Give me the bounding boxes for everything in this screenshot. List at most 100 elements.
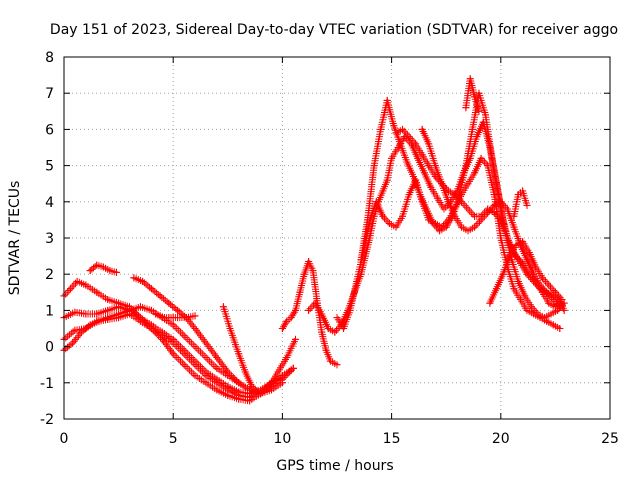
data-point	[165, 299, 173, 307]
data-point	[556, 303, 564, 311]
data-point	[136, 303, 144, 311]
data-point	[399, 125, 407, 133]
data-point	[147, 325, 155, 332]
data-point	[506, 252, 514, 260]
data-point	[86, 267, 94, 275]
data-point	[462, 162, 470, 170]
data-point	[305, 306, 313, 314]
data-point	[333, 314, 341, 322]
data-point	[86, 321, 94, 329]
data-point	[372, 198, 380, 206]
data-point	[300, 270, 308, 278]
data-point	[392, 129, 400, 137]
data-point	[457, 223, 465, 231]
data-point	[318, 328, 326, 336]
data-point	[451, 191, 459, 199]
data-point	[226, 325, 234, 332]
data-point	[274, 368, 282, 376]
data-point	[136, 317, 144, 325]
data-point	[540, 314, 548, 322]
data-point	[490, 209, 498, 217]
y-tick-label: 3	[45, 231, 54, 247]
data-point	[370, 162, 378, 170]
data-point	[486, 299, 494, 307]
data-point	[412, 140, 420, 148]
data-point	[497, 234, 505, 242]
data-point	[554, 306, 562, 314]
data-point	[104, 296, 112, 304]
x-axis-label: GPS time / hours	[276, 458, 393, 474]
data-point	[346, 306, 354, 314]
y-tick-label: 7	[45, 86, 54, 102]
data-point	[224, 386, 232, 394]
data-point	[191, 343, 199, 351]
data-point	[364, 216, 372, 224]
tick-labels: 0 5 10 15 20 25 -2 -1 0 1 2 3 4 5 6 7 8	[40, 50, 619, 447]
data-point	[191, 372, 199, 380]
x-tick-label: 20	[492, 431, 510, 447]
data-point	[405, 191, 413, 199]
data-point	[156, 292, 164, 300]
data-point	[390, 122, 398, 130]
data-point	[477, 154, 485, 162]
data-point	[379, 212, 387, 220]
data-point	[93, 261, 101, 269]
data-point	[278, 325, 286, 332]
data-point	[267, 386, 275, 394]
data-point	[527, 303, 535, 311]
data-point	[416, 191, 424, 199]
data-point	[283, 353, 291, 361]
data-point	[180, 350, 188, 358]
data-point	[519, 187, 527, 195]
data-point	[425, 162, 433, 170]
data-point	[427, 183, 435, 191]
y-tick-label: 2	[45, 267, 54, 283]
data-point	[326, 357, 334, 365]
data-point	[169, 321, 177, 329]
data-point	[265, 382, 273, 390]
data-point	[241, 368, 249, 376]
data-point	[331, 328, 339, 336]
data-point	[278, 373, 286, 381]
data-point	[514, 277, 522, 285]
data-point	[289, 364, 297, 372]
data-point	[409, 172, 417, 180]
x-tick-label: 10	[273, 431, 291, 447]
data-point	[202, 372, 210, 380]
data-point	[296, 288, 304, 296]
data-point	[383, 96, 391, 104]
data-point	[235, 379, 243, 387]
data-point	[543, 288, 551, 296]
data-point	[440, 205, 448, 213]
data-point	[547, 310, 555, 318]
data-point	[534, 310, 542, 318]
data-point	[399, 212, 407, 220]
y-tick-label: 0	[45, 340, 54, 356]
series-trace-5	[86, 261, 120, 276]
data-point	[235, 350, 243, 358]
data-point	[545, 281, 553, 289]
data-point	[182, 314, 190, 322]
data-point	[112, 268, 120, 276]
x-tick-label: 25	[601, 431, 619, 447]
data-point	[525, 248, 533, 256]
data-point	[77, 328, 85, 336]
data-point	[392, 223, 400, 231]
data-point	[235, 391, 243, 399]
data-point	[551, 288, 559, 296]
data-point	[104, 315, 112, 323]
data-point	[385, 220, 393, 228]
axis-ticks	[63, 56, 611, 420]
data-point	[71, 308, 79, 316]
data-point	[420, 169, 428, 177]
data-point	[377, 125, 385, 133]
series-trace-8	[219, 303, 300, 398]
data-point	[174, 306, 182, 314]
data-point	[388, 154, 396, 162]
data-point	[488, 154, 496, 162]
data-point	[499, 270, 507, 278]
data-point	[503, 205, 511, 213]
data-point	[322, 346, 330, 354]
data-point	[438, 180, 446, 188]
data-point	[549, 296, 557, 304]
